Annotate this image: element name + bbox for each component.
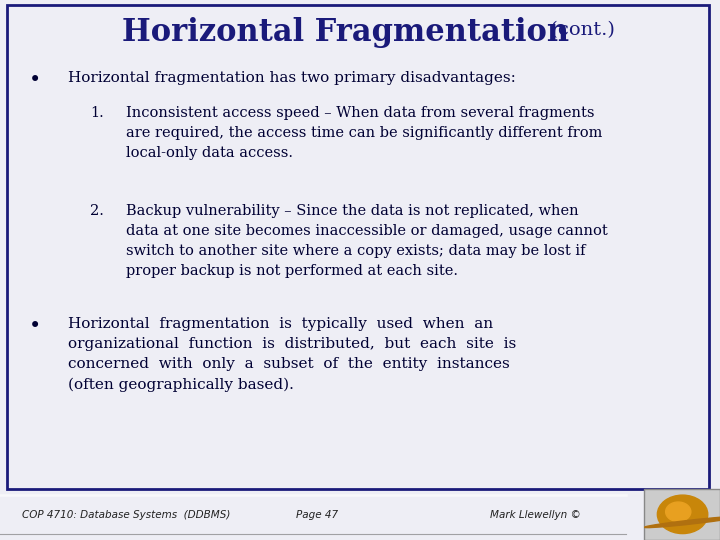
Text: COP 4710: Database Systems  (DDBMS): COP 4710: Database Systems (DDBMS) bbox=[22, 510, 230, 521]
FancyBboxPatch shape bbox=[7, 5, 709, 489]
Text: Inconsistent access speed – When data from several fragments
are required, the a: Inconsistent access speed – When data fr… bbox=[126, 106, 603, 160]
Text: •: • bbox=[29, 71, 41, 90]
Text: Mark Llewellyn ©: Mark Llewellyn © bbox=[490, 510, 580, 521]
Ellipse shape bbox=[657, 495, 708, 534]
Text: 1.: 1. bbox=[90, 106, 104, 120]
Text: (cont.): (cont.) bbox=[544, 21, 614, 39]
Text: Page 47: Page 47 bbox=[296, 510, 338, 521]
Ellipse shape bbox=[644, 516, 720, 528]
Ellipse shape bbox=[665, 502, 691, 522]
Text: Horizontal  fragmentation  is  typically  used  when  an
organizational  functio: Horizontal fragmentation is typically us… bbox=[68, 317, 517, 392]
Text: Backup vulnerability – Since the data is not replicated, when
data at one site b: Backup vulnerability – Since the data is… bbox=[126, 204, 608, 278]
FancyBboxPatch shape bbox=[644, 489, 720, 540]
Text: Horizontal Fragmentation: Horizontal Fragmentation bbox=[122, 17, 570, 48]
Text: Horizontal fragmentation has two primary disadvantages:: Horizontal fragmentation has two primary… bbox=[68, 71, 516, 85]
Text: 2.: 2. bbox=[90, 204, 104, 218]
Text: •: • bbox=[29, 317, 41, 336]
